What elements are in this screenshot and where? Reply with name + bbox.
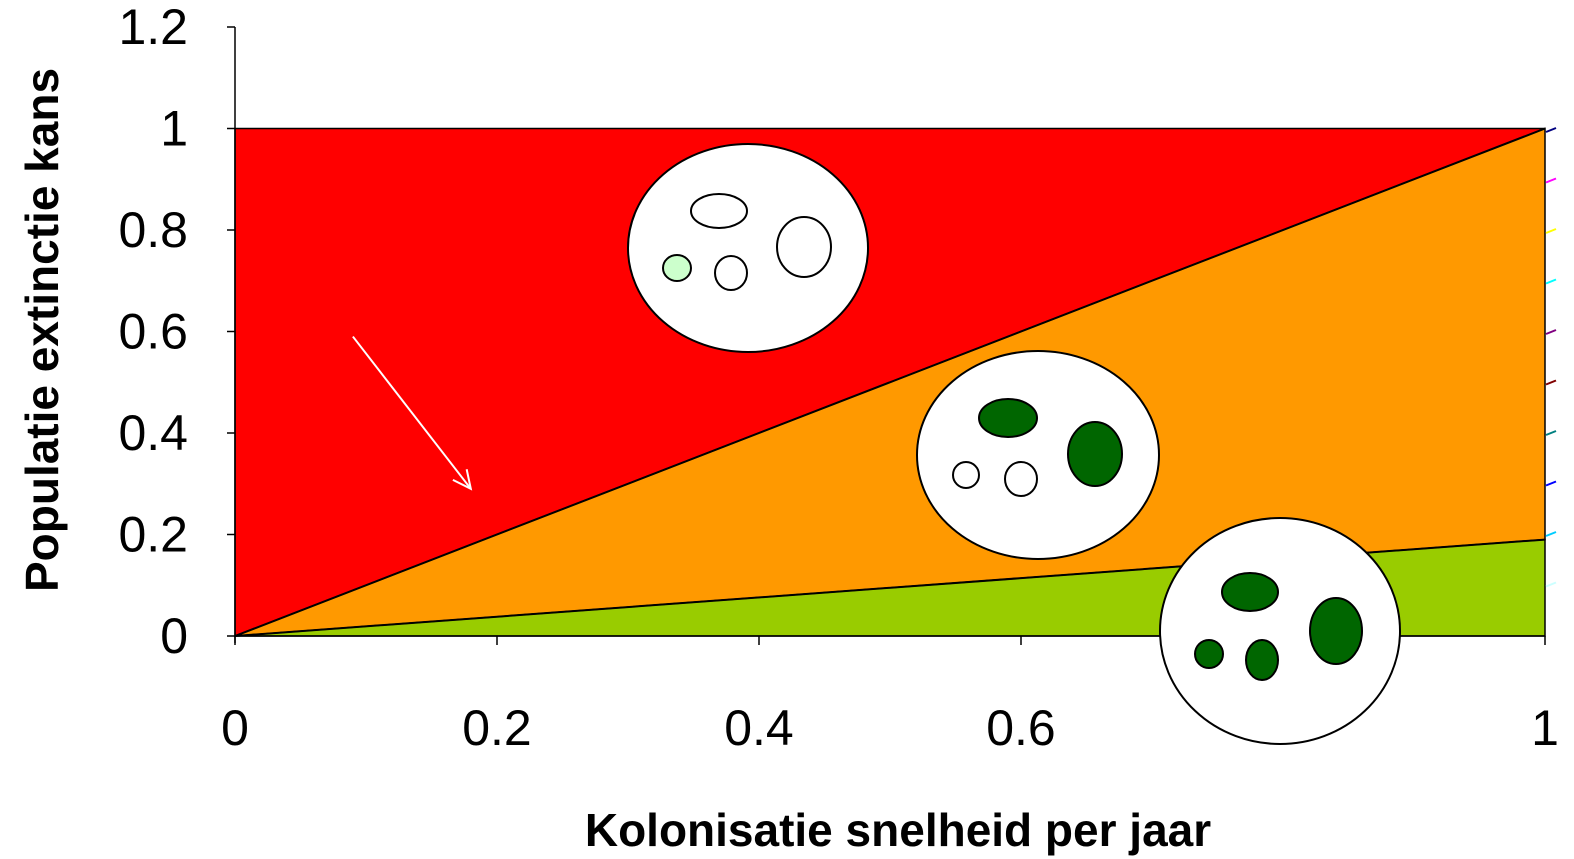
y-tick-label: 0 — [160, 608, 188, 664]
y-tick-label: 1 — [160, 101, 188, 157]
y-axis-title: Populatie extinctie kans — [16, 68, 68, 592]
edge-mark — [1545, 581, 1557, 588]
y-tick-label: 0.6 — [118, 304, 188, 360]
edge-mark — [1545, 177, 1557, 184]
y-tick-label: 1.2 — [118, 0, 188, 55]
patch-top — [690, 193, 748, 229]
landscape-outline — [627, 143, 869, 353]
x-tick-label: 0.2 — [462, 700, 532, 756]
edge-mark — [1545, 531, 1557, 537]
patch-big — [1309, 597, 1363, 665]
landscape-outline — [916, 350, 1160, 560]
patch-small-mid — [1245, 639, 1279, 681]
y-tick-label: 0.4 — [118, 405, 188, 461]
patch-small-left — [662, 254, 692, 282]
patch-top — [1221, 572, 1279, 612]
x-ticks: 0 0.2 0.4 0.6 1 — [221, 636, 1559, 756]
y-tick-label: 0.8 — [118, 202, 188, 258]
y-ticks: 0 0.2 0.4 0.6 0.8 1 1.2 — [118, 0, 235, 664]
landscape-diagram-red — [627, 143, 869, 353]
edge-mark — [1545, 127, 1557, 133]
edge-mark — [1545, 278, 1557, 285]
patch-small-left — [1194, 639, 1224, 669]
arrow — [352, 335, 473, 491]
patch-small-mid — [714, 255, 748, 291]
edge-mark — [1545, 379, 1557, 386]
x-axis-title: Kolonisatie snelheid per jaar — [585, 804, 1211, 856]
right-edge-marks — [1545, 127, 1557, 588]
patch-small-mid — [1004, 461, 1038, 497]
edge-mark — [1545, 430, 1557, 436]
arrow-shaft — [352, 335, 472, 490]
x-tick-label: 1 — [1531, 700, 1559, 756]
landscape-diagram-green — [1159, 517, 1401, 745]
y-tick-label: 0.2 — [118, 507, 188, 563]
edge-mark — [1545, 329, 1557, 335]
patch-top — [978, 398, 1038, 438]
x-tick-label: 0.4 — [724, 700, 794, 756]
edge-mark — [1545, 228, 1557, 234]
boundary-line — [234, 127, 1546, 637]
edge-mark — [1545, 480, 1557, 487]
patch-big — [776, 216, 832, 278]
arrow-head — [452, 469, 473, 491]
patch-big — [1067, 421, 1123, 487]
x-tick-label: 0 — [221, 700, 249, 756]
landscape-diagram-orange — [916, 350, 1160, 560]
landscape-outline — [1159, 517, 1401, 745]
patch-small-left — [952, 461, 980, 489]
x-tick-label: 0.6 — [986, 700, 1056, 756]
